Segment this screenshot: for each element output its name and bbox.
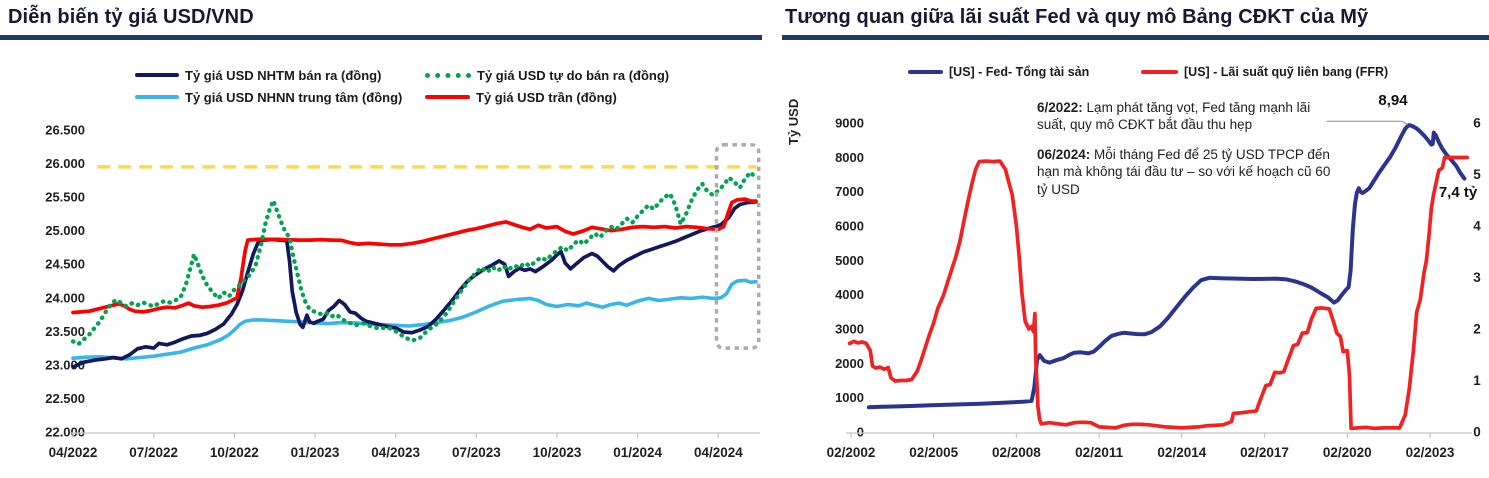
x-tick-label: 02/2020 <box>1323 445 1372 460</box>
peak-value-label: 8,94 <box>1378 92 1408 109</box>
y-left-tick-label: 3000 <box>835 322 864 337</box>
annotation-2024: 06/2024: Mỗi tháng Fed để 25 tỷ USD TPCP… <box>1037 146 1339 197</box>
legend-item-nhtm: Tỷ giá USD NHTM bán ra (đồng) <box>135 66 381 84</box>
nhnn-line-swatch <box>135 95 179 99</box>
legend-item-fed-assets: [US] - Fed- Tổng tài sản <box>908 63 1089 81</box>
y-left-tick-label: 8000 <box>835 150 864 165</box>
legend-label: [US] - Lãi suất quỹ liên bang (FFR) <box>1184 65 1389 79</box>
y-left-tick-label: 6000 <box>835 219 864 234</box>
y-left-tick-label: 2000 <box>835 356 864 371</box>
series-t-gi-usd-nhtm-b-n-ra-ng <box>71 199 758 369</box>
x-tick-label: 02/2005 <box>909 445 958 460</box>
x-tick-label: 10/2022 <box>210 445 259 460</box>
legend-item-tudo: Tỷ giá USD tự do bán ra (đồng) <box>425 66 669 84</box>
annotation-date: 6/2022: <box>1037 100 1083 115</box>
x-tick-label: 02/2023 <box>1406 445 1455 460</box>
series-us-fed-t-ng-t-i-s-n <box>866 123 1467 410</box>
fed-line-chart: 0 1000 2000 3000 4000 5000 6000 7000 8000 9000 0 1 2… <box>786 99 1481 460</box>
series-t-gi-usd-t-do-b-n-ra-ng <box>70 170 759 347</box>
legend-label: Tỷ giá USD NHTM bán ra (đồng) <box>185 67 382 83</box>
end-value-label: 7,4 tỷ <box>1438 184 1478 201</box>
annotation-block: 6/2022: Lạm phát tăng vọt, Fed tăng mạnh… <box>1037 99 1339 211</box>
x-tick-label: 01/2023 <box>291 445 340 460</box>
x-tick-label: 02/2011 <box>1075 445 1124 460</box>
y-left-tick-label: 1000 <box>835 390 864 405</box>
y-tick-label: 24.000 <box>45 290 85 305</box>
x-tick-label: 02/2008 <box>992 445 1041 460</box>
usdvnd-chart-panel: Diễn biến tỷ giá USD/VND Tỷ giá USD NHTM… <box>0 6 762 460</box>
annotation-text: Mỗi tháng Fed để 25 tỷ USD TPCP đến hạn … <box>1037 147 1331 197</box>
usdvnd-line-chart: 22.000 22.500 23.000 23.500 24.000 24.500 25.0… <box>45 123 761 460</box>
nhtm-line-swatch <box>135 73 179 77</box>
y-left-tick-label: 5000 <box>835 253 864 268</box>
y-tick-label: 26.000 <box>45 156 85 171</box>
peak-callout-line <box>1326 120 1408 126</box>
legend-item-nhnn: Tỷ giá USD NHNN trung tâm (đồng) <box>135 88 402 106</box>
legend-item-tran: Tỷ giá USD trần (đồng) <box>425 88 617 106</box>
x-tick-label: 02/2014 <box>1157 445 1206 460</box>
y-axis-title: Tỷ USD <box>786 99 801 145</box>
x-tick-label: 02/2017 <box>1240 445 1289 460</box>
page-title: Diễn biến tỷ giá USD/VND <box>8 6 254 28</box>
x-tick-label: 10/2023 <box>533 445 582 460</box>
y-left-tick-label: 9000 <box>835 116 864 131</box>
y-tick-label: 23.500 <box>45 324 85 339</box>
tran-line-swatch <box>425 95 470 99</box>
y-tick-label: 23.000 <box>45 357 85 372</box>
fed-assets-line-swatch <box>908 69 943 75</box>
y-right-tick-label: 5 <box>1473 167 1481 182</box>
y-left-tick-label: 4000 <box>835 287 864 302</box>
y-tick-label: 22.500 <box>45 391 85 406</box>
y-tick-label: 25.000 <box>45 223 85 238</box>
legend-item-ffr: [US] - Lãi suất quỹ liên bang (FFR) <box>1141 63 1388 81</box>
y-right-tick-label: 0 <box>1473 425 1481 440</box>
fed-chart-panel: Tương quan giữa lãi suất Fed và quy mô B… <box>780 0 1489 478</box>
y-tick-label: 26.500 <box>45 123 85 138</box>
y-right-tick-label: 4 <box>1473 219 1481 234</box>
y-right-tick-label: 1 <box>1473 373 1481 388</box>
highlight-box <box>714 143 761 350</box>
series-t-gi-usd-nhnn-trung-t-m-ng <box>71 278 758 361</box>
title-underline-bar <box>782 35 1489 40</box>
title-underline-bar <box>0 35 762 40</box>
series-us-l-i-su-t-qu-li-n-bang-ffr <box>847 155 1470 431</box>
y-right-tick-label: 2 <box>1473 322 1481 337</box>
x-tick-label: 07/2023 <box>452 445 501 460</box>
x-tick-label: 04/2022 <box>49 445 98 460</box>
y-tick-label: 24.500 <box>45 257 85 272</box>
y-left-tick-label: 7000 <box>835 184 864 199</box>
x-tick-label: 02/2002 <box>827 445 876 460</box>
y-tick-label: 22.000 <box>45 425 85 440</box>
y-right-tick-label: 3 <box>1473 270 1481 285</box>
legend-label: Tỷ giá USD NHNN trung tâm (đồng) <box>185 89 403 105</box>
tudo-dotted-swatch <box>425 72 471 78</box>
x-tick-label: 01/2024 <box>613 445 662 460</box>
series-t-gi-usd-tr-n-ng <box>71 197 758 315</box>
legend-label: Tỷ giá USD tự do bán ra (đồng) <box>477 67 670 83</box>
ffr-line-swatch <box>1141 69 1178 75</box>
x-tick-label: 07/2022 <box>129 445 178 460</box>
y-tick-label: 25.500 <box>45 190 85 205</box>
annotation-text: Lạm phát tăng vọt, Fed tăng mạnh lãi suấ… <box>1037 100 1311 133</box>
legend-label: [US] - Fed- Tổng tài sản <box>949 65 1090 79</box>
y-left-tick-label: 0 <box>857 425 864 440</box>
legend-label: Tỷ giá USD trần (đồng) <box>476 89 617 105</box>
x-tick-label: 04/2024 <box>694 445 743 460</box>
annotation-2022: 6/2022: Lạm phát tăng vọt, Fed tăng mạnh… <box>1037 99 1339 133</box>
annotation-date: 06/2024: <box>1037 147 1091 163</box>
x-tick-label: 04/2023 <box>371 445 420 460</box>
y-right-tick-label: 6 <box>1473 116 1481 131</box>
page-title: Tương quan giữa lãi suất Fed và quy mô B… <box>785 6 1369 28</box>
